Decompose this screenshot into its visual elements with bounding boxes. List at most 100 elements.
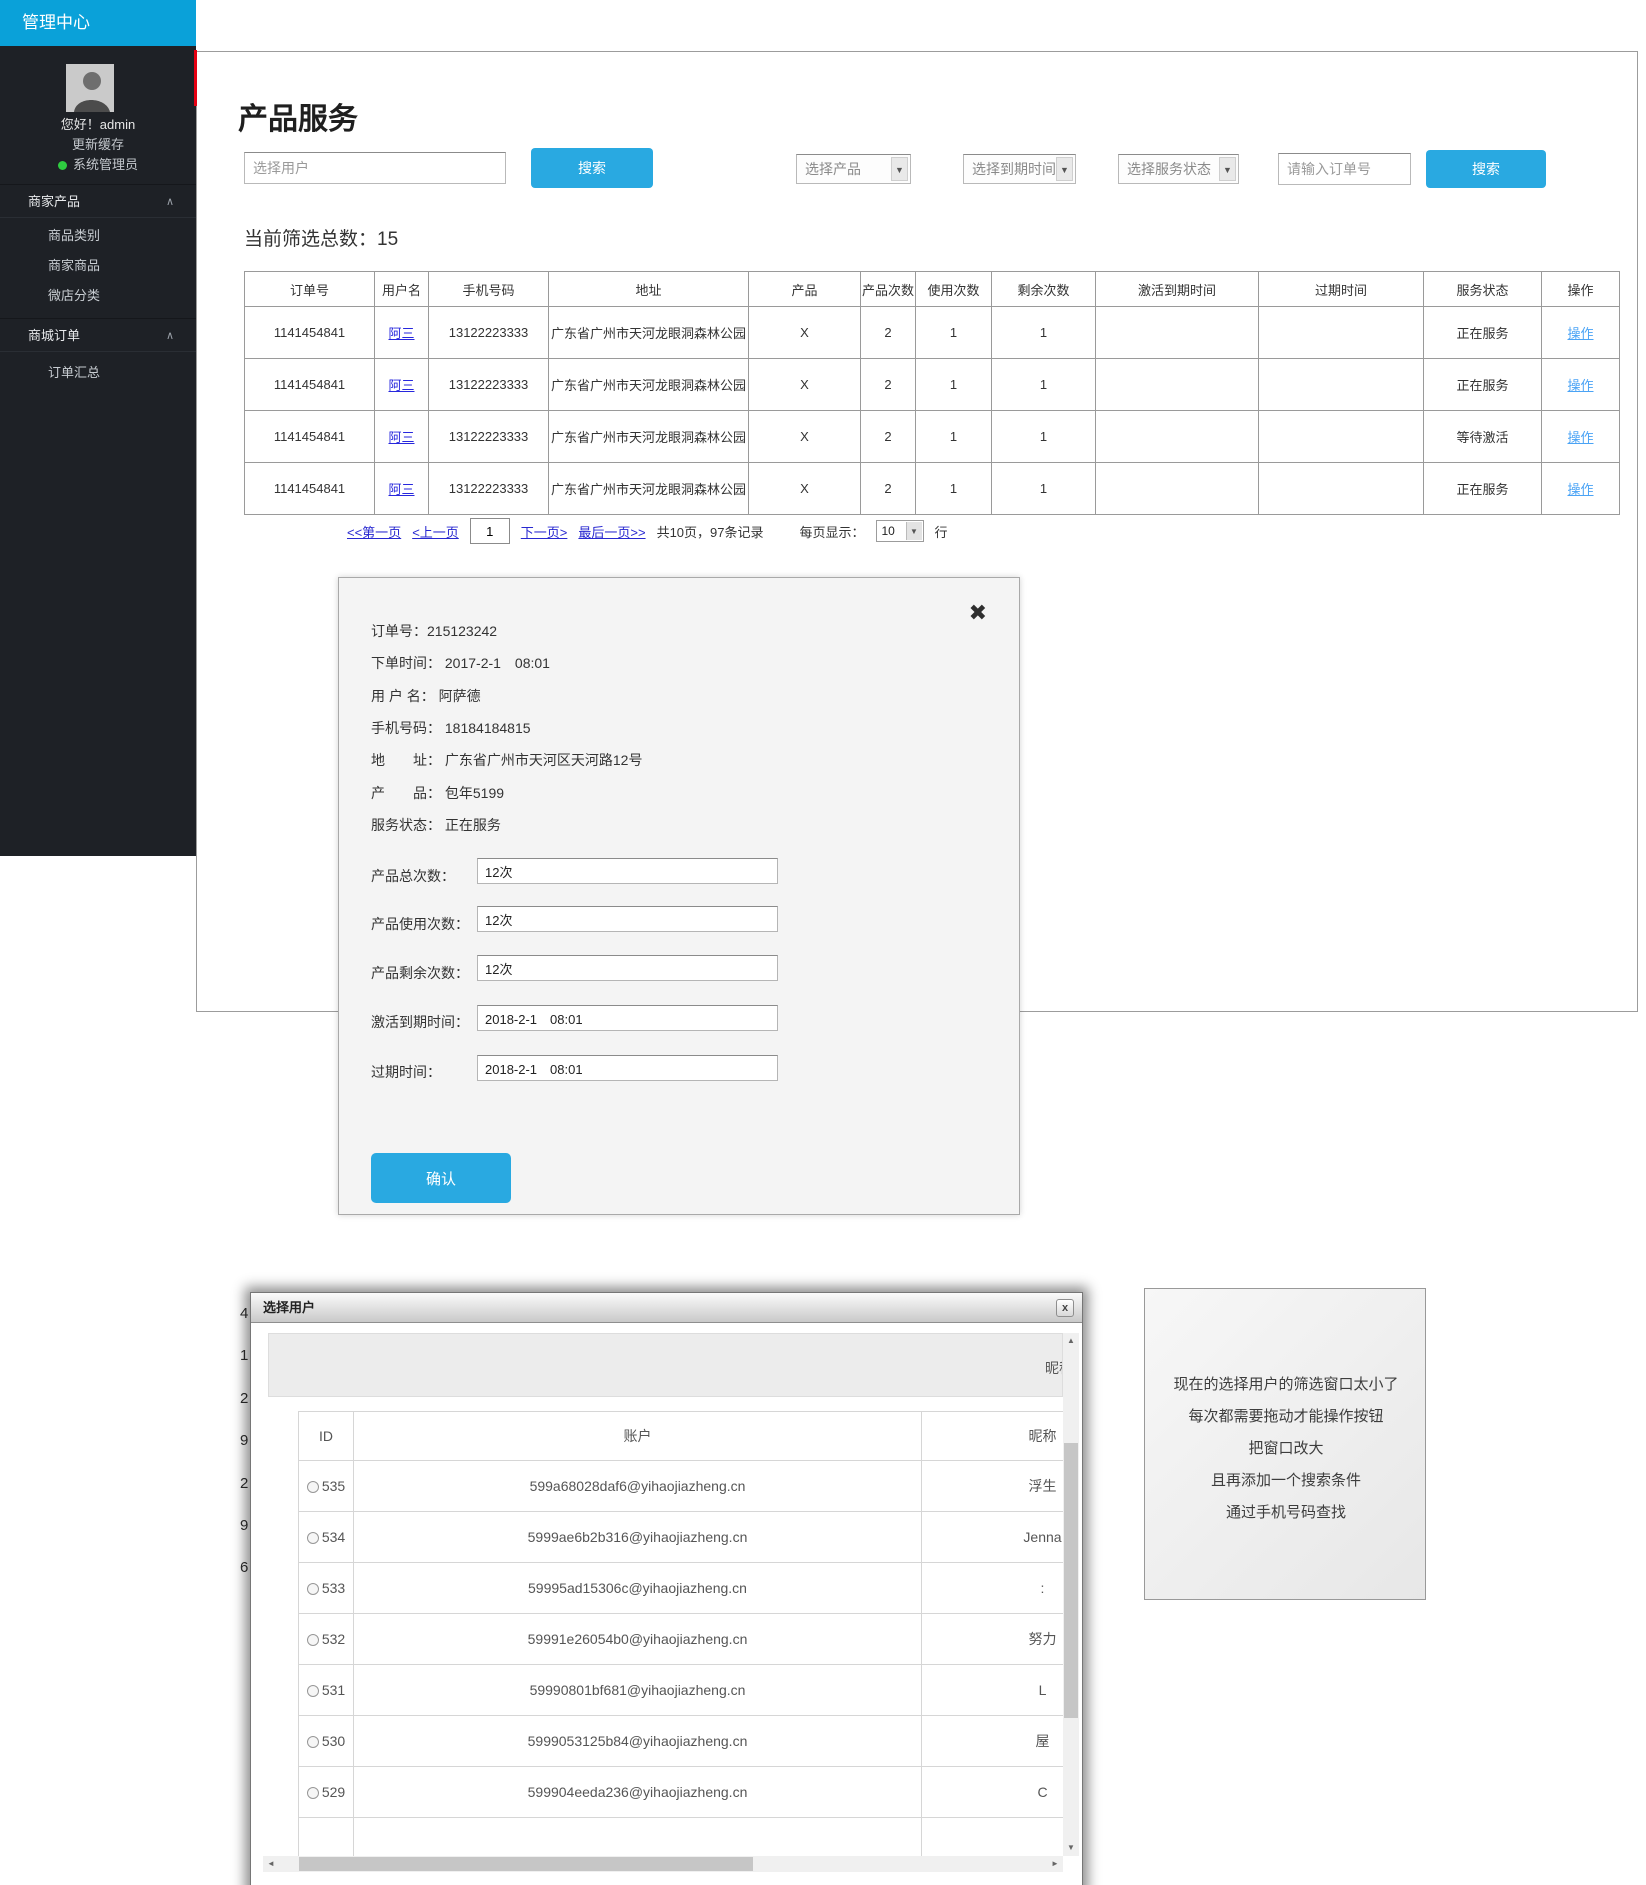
per-page-value: 10 xyxy=(881,524,895,538)
sidebar-section-mall-orders[interactable]: 商城订单 ∧ xyxy=(0,318,196,352)
list-item[interactable]: 533 59995ad15306c@yihaojiazheng.cn : xyxy=(298,1562,1063,1614)
next-page-link[interactable]: 下一页> xyxy=(520,524,568,540)
table-row: 1141454841 阿三 13122223333 广东省广州市天河龙眼洞森林公… xyxy=(244,358,1620,411)
user-account: 5999053125b84@yihaojiazheng.cn xyxy=(353,1715,922,1767)
radio-button[interactable] xyxy=(306,1532,319,1544)
role-row: 系统管理员 xyxy=(0,154,196,173)
vertical-scrollbar[interactable]: ▲ ▼ xyxy=(1063,1333,1079,1856)
select-user-input[interactable] xyxy=(244,152,506,184)
total-times-input[interactable] xyxy=(477,858,778,884)
list-item[interactable]: 532 59991e26054b0@yihaojiazheng.cn 努力 xyxy=(298,1613,1063,1665)
user-account: 599904eeda236@yihaojiazheng.cn xyxy=(353,1766,922,1818)
order-no-cell: 1141454841 xyxy=(244,358,375,411)
note-line: 且再添加一个搜索条件 xyxy=(1210,1472,1361,1489)
product-select[interactable]: 选择产品 ▼ xyxy=(796,154,911,184)
prev-page-link[interactable]: <上一页 xyxy=(412,524,459,540)
radio-button[interactable] xyxy=(306,1736,319,1748)
sidebar-item-merchant-goods[interactable]: 商家商品 xyxy=(48,258,101,273)
used-cell: 1 xyxy=(915,358,992,411)
close-icon[interactable]: x xyxy=(1056,1299,1074,1317)
user-link[interactable]: 阿三 xyxy=(388,326,415,341)
operate-link[interactable]: 操作 xyxy=(1567,482,1594,497)
order-time-line: 下单时间： 2017-2-1 08:01 xyxy=(371,653,550,673)
col-header: 剩余次数 xyxy=(991,271,1096,307)
dialog-titlebar[interactable]: 选择用户 xyxy=(251,1293,1082,1323)
operate-link[interactable]: 操作 xyxy=(1567,430,1594,445)
service-status-select[interactable]: 选择服务状态 ▼ xyxy=(1118,154,1239,184)
col-header: 订单号 xyxy=(244,271,375,307)
field-value: 18184184815 xyxy=(444,720,531,736)
search-button-2[interactable]: 搜索 xyxy=(1426,150,1546,188)
background-digit: 1 xyxy=(240,1347,249,1364)
chevron-down-icon: ▼ xyxy=(905,522,922,540)
remain-times-label: 产品剩余次数： xyxy=(371,965,469,981)
user-nickname: 浮生 xyxy=(921,1460,1063,1512)
sidebar-item-product-category[interactable]: 商品类别 xyxy=(48,228,101,243)
table-row: 1141454841 阿三 13122223333 广东省广州市天河龙眼洞森林公… xyxy=(244,462,1620,515)
radio-button[interactable] xyxy=(306,1634,319,1646)
expire-time-input[interactable] xyxy=(477,1055,778,1081)
address-line: 地 址： 广东省广州市天河区天河路12号 xyxy=(371,750,642,770)
service-status-line: 服务状态： 正在服务 xyxy=(371,815,501,835)
red-accent-line xyxy=(194,50,197,106)
col-header: 过期时间 xyxy=(1258,271,1424,307)
sidebar-section-merchant-products[interactable]: 商家产品 ∧ xyxy=(0,184,196,218)
user-link[interactable]: 阿三 xyxy=(388,378,415,393)
app-title: 管理中心 xyxy=(22,13,90,32)
avatar-photo xyxy=(66,64,114,112)
last-page-link[interactable]: 最后一页>> xyxy=(578,524,646,540)
orders-table-wrap: 订单号 用户名 手机号码 地址 产品 产品次数 使用次数 剩余次数 激活到期时间… xyxy=(244,271,1620,515)
background-digit: 2 xyxy=(240,1390,249,1407)
total-times-label: 产品总次数： xyxy=(371,868,455,884)
table-row: 1141454841 阿三 13122223333 广东省广州市天河龙眼洞森林公… xyxy=(244,410,1620,463)
operate-link[interactable]: 操作 xyxy=(1567,378,1594,393)
horizontal-scrollbar[interactable]: ◄ ► xyxy=(263,1856,1063,1872)
sidebar-item-shop-category[interactable]: 微店分类 xyxy=(48,288,101,303)
times-cell: 2 xyxy=(860,462,916,515)
scroll-left-icon[interactable]: ◄ xyxy=(267,1859,275,1868)
close-icon[interactable]: ✖ xyxy=(968,600,987,625)
chevron-down-icon: ▼ xyxy=(1219,157,1236,181)
radio-button[interactable] xyxy=(306,1583,319,1595)
radio-button[interactable] xyxy=(306,1787,319,1799)
remain-times-input[interactable] xyxy=(477,955,778,981)
vertical-scroll-thumb[interactable] xyxy=(1064,1443,1078,1718)
horizontal-scroll-thumb[interactable] xyxy=(299,1857,753,1871)
user-link[interactable]: 阿三 xyxy=(388,482,415,497)
order-number-input[interactable] xyxy=(1278,153,1411,185)
radio-button[interactable] xyxy=(306,1481,319,1493)
list-item[interactable]: 529 599904eeda236@yihaojiazheng.cn C xyxy=(298,1766,1063,1818)
user-nickname: C xyxy=(921,1766,1063,1818)
field-label: 产 品： xyxy=(371,785,441,801)
field-value: 215123242 xyxy=(427,623,498,639)
radio-button[interactable] xyxy=(306,1685,319,1697)
user-nickname: 努力 xyxy=(921,1613,1063,1665)
user-link[interactable]: 阿三 xyxy=(388,430,415,445)
note-lines: 现在的选择用户的筛选窗口太小了 每次都需要拖动才能操作按钮 把窗口改大 且再添加… xyxy=(1145,1369,1427,1529)
user-nickname: L xyxy=(921,1664,1063,1716)
list-item[interactable]: 534 5999ae6b2b316@yihaojiazheng.cn Jenna xyxy=(298,1511,1063,1563)
page-number-input[interactable] xyxy=(469,518,510,544)
sidebar-item-order-summary[interactable]: 订单汇总 xyxy=(48,365,101,380)
per-page-select[interactable]: 10 ▼ xyxy=(875,520,924,542)
scroll-down-icon[interactable]: ▼ xyxy=(1063,1840,1079,1856)
search-button[interactable]: 搜索 xyxy=(531,148,653,188)
order-detail-modal: ✖ 订单号：215123242 下单时间： 2017-2-1 08:01 用 户… xyxy=(338,577,1020,1215)
operate-link[interactable]: 操作 xyxy=(1567,326,1594,341)
activate-expire-input[interactable] xyxy=(477,1005,778,1031)
note-line: 把窗口改大 xyxy=(1248,1440,1324,1457)
refresh-cache-link[interactable]: 更新缓存 xyxy=(71,137,124,152)
confirm-button[interactable]: 确认 xyxy=(371,1153,511,1203)
user-account: 59991e26054b0@yihaojiazheng.cn xyxy=(353,1613,922,1665)
section-label: 商家产品 xyxy=(28,194,81,209)
nickname-filter-label: 昵称 xyxy=(1045,1360,1062,1376)
user-nickname: 屋 xyxy=(921,1715,1063,1767)
list-item[interactable]: 530 5999053125b84@yihaojiazheng.cn 屋 xyxy=(298,1715,1063,1767)
list-item[interactable]: 531 59990801bf681@yihaojiazheng.cn L xyxy=(298,1664,1063,1716)
used-times-input[interactable] xyxy=(477,906,778,932)
scroll-right-icon[interactable]: ► xyxy=(1051,1859,1059,1868)
list-item[interactable]: 535 599a68028daf6@yihaojiazheng.cn 浮生 xyxy=(298,1460,1063,1512)
scroll-up-icon[interactable]: ▲ xyxy=(1063,1333,1079,1349)
expire-time-select[interactable]: 选择到期时间 ▼ xyxy=(963,154,1076,184)
first-page-link[interactable]: <<第一页 xyxy=(347,524,402,540)
